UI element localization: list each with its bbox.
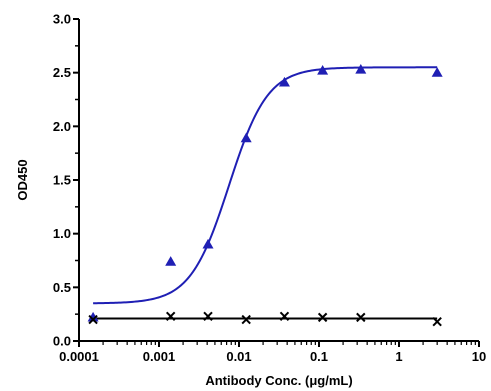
x-axis-ticks: 0.0001 0.001 0.01 0.1 1 10 [59, 341, 486, 364]
data-point-x [241, 314, 251, 325]
data-point-x-stroke [356, 312, 366, 323]
data-point-triangle [87, 311, 99, 322]
data-point-triangle [317, 65, 329, 75]
data-point-x-stroke [203, 311, 213, 322]
data-point-x-stroke [165, 311, 176, 322]
data-point-x [279, 311, 290, 322]
data-point-x [88, 314, 98, 325]
x-axis-title: Antibody Conc. (μg/mL) [205, 373, 352, 388]
fit-curves [93, 66, 438, 320]
data-point-triangle [431, 67, 443, 77]
y-tick-label: 1.0 [53, 226, 71, 241]
x-tick-label: 1 [395, 349, 402, 364]
x-tick-label: 10 [472, 349, 486, 364]
x-tick-label: 0.01 [226, 349, 251, 364]
fit-curve-series-1 [93, 66, 438, 305]
y-axis-ticks: 0.0 0.5 1.0 1.5 2.0 2.5 3.0 [53, 12, 79, 349]
data-point-x [165, 311, 176, 322]
data-point-x-stroke [279, 311, 290, 322]
data-point-x-stroke [88, 314, 98, 325]
x-tick-label: 0.0001 [59, 349, 99, 364]
data-point-triangle [240, 132, 252, 143]
data-points [87, 63, 443, 327]
y-axis-title: OD450 [15, 159, 30, 200]
y-tick-label: 3.0 [53, 12, 71, 27]
data-point-x [317, 312, 328, 323]
data-point-x-stroke [241, 314, 251, 325]
data-point-triangle [355, 63, 367, 74]
data-point-x-stroke [317, 312, 328, 323]
y-tick-label: 0.5 [53, 280, 71, 295]
data-point-triangle [165, 256, 177, 266]
y-tick-label: 0.0 [53, 334, 71, 349]
x-tick-label: 0.001 [143, 349, 176, 364]
data-point-triangle [278, 76, 290, 87]
y-tick-label: 2.0 [53, 119, 71, 134]
data-point-triangle [202, 238, 214, 249]
x-tick-label: 0.1 [310, 349, 328, 364]
data-point-x [356, 312, 366, 323]
data-point-x [203, 311, 213, 322]
y-tick-label: 1.5 [53, 173, 71, 188]
data-point-x-stroke [432, 316, 442, 327]
data-point-x [432, 316, 442, 327]
y-tick-label: 2.5 [53, 65, 71, 80]
